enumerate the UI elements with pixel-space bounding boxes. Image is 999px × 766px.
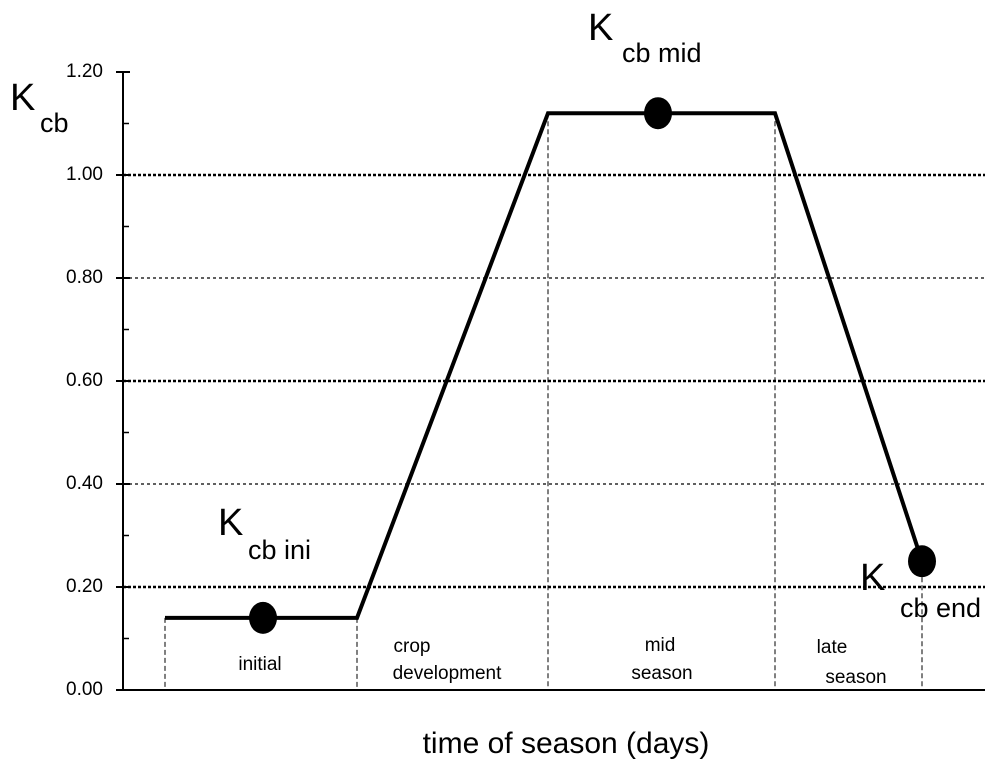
- y-axis-label-sub: cb: [40, 108, 69, 138]
- stage-label: initial: [238, 654, 281, 675]
- y-axis-label: K: [10, 77, 35, 119]
- stage-label: crop: [394, 636, 431, 657]
- kcb-point: [908, 545, 936, 578]
- point-label: K: [218, 502, 243, 544]
- stage-label: season: [825, 667, 886, 688]
- point-label: K: [588, 7, 613, 49]
- point-label-sub: cb mid: [622, 38, 702, 68]
- point-label: K: [860, 557, 885, 599]
- y-tick-label: 0.40: [66, 473, 103, 494]
- y-tick-label: 0.60: [66, 370, 103, 391]
- kcb-point: [644, 97, 672, 130]
- y-tick-label: 0.00: [66, 679, 103, 700]
- y-tick-label: 1.00: [66, 164, 103, 185]
- point-label-sub: cb ini: [248, 535, 311, 565]
- point-label-sub: cb end: [900, 593, 981, 623]
- stage-label: late: [817, 637, 848, 658]
- kcb-point: [249, 601, 277, 634]
- x-axis-label: time of season (days): [423, 727, 710, 760]
- y-tick-label: 0.80: [66, 267, 103, 288]
- stage-label: season: [631, 663, 692, 684]
- kcb-line: [165, 111, 924, 620]
- stage-label: development: [393, 663, 503, 684]
- y-tick-label: 1.20: [66, 61, 103, 82]
- stage-label: mid: [645, 635, 676, 656]
- y-tick-label: 0.20: [66, 576, 103, 597]
